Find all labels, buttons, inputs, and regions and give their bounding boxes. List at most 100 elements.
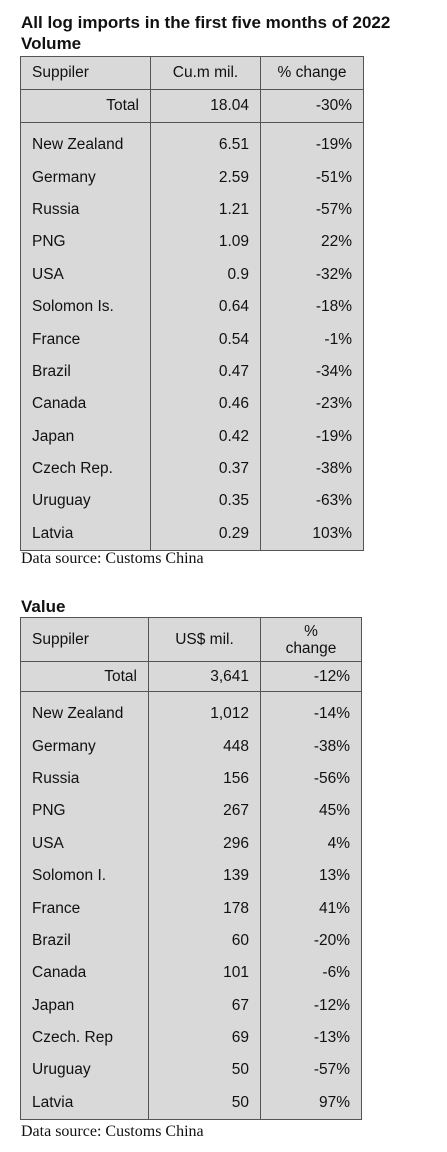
value-header-supplier: Suppiler — [20, 617, 149, 662]
volume-data-source: Data source: Customs China — [21, 550, 204, 567]
volume-supplier-cell: Solomon Is. — [20, 290, 151, 324]
value-amount-cell: 60 — [148, 924, 261, 958]
volume-amount-cell: 0.35 — [150, 485, 261, 518]
volume-amount-cell: 0.54 — [150, 323, 261, 356]
value-supplier-cell: Japan — [20, 989, 149, 1022]
value-table-row: Latvia 50 97% — [20, 1086, 362, 1121]
value-amount-cell: 1,012 — [148, 698, 261, 731]
value-data-source: Data source: Customs China — [21, 1123, 204, 1140]
volume-change-cell: -51% — [260, 161, 364, 194]
volume-table-row: Latvia 0.29 103% — [20, 517, 364, 552]
volume-amount-cell: 1.21 — [150, 193, 261, 227]
volume-supplier-cell: Latvia — [20, 517, 151, 552]
volume-header-change: % change — [260, 56, 364, 90]
value-section-title: Value — [21, 597, 66, 616]
value-table-row: Germany 448 -38% — [20, 730, 362, 763]
volume-change-cell: -63% — [260, 485, 364, 518]
value-amount-cell: 50 — [148, 1054, 261, 1087]
volume-table-row: Germany 2.59 -51% — [20, 161, 364, 194]
value-change-cell: -6% — [260, 957, 362, 990]
value-change-cell: -20% — [260, 924, 362, 958]
value-supplier-cell: Uruguay — [20, 1054, 149, 1087]
volume-total-change: -30% — [260, 89, 364, 123]
value-header-change: % change — [260, 617, 362, 662]
value-change-cell: -56% — [260, 762, 362, 796]
volume-amount-cell: 0.37 — [150, 452, 261, 486]
value-amount-cell: 139 — [148, 859, 261, 893]
value-header-row: Suppiler US$ mil. % change — [20, 617, 362, 662]
volume-table-row: France 0.54 -1% — [20, 323, 364, 356]
value-spacer — [20, 691, 362, 698]
volume-amount-cell: 0.47 — [150, 355, 261, 389]
volume-table-row: Japan 0.42 -19% — [20, 420, 364, 453]
value-amount-cell: 178 — [148, 892, 261, 925]
value-table: Suppiler US$ mil. % change Total 3,641 -… — [20, 617, 362, 1121]
volume-amount-cell: 2.59 — [150, 161, 261, 194]
value-amount-cell: 156 — [148, 762, 261, 796]
value-supplier-cell: France — [20, 892, 149, 925]
volume-header-amount: Cu.m mil. — [150, 56, 261, 90]
volume-supplier-cell: Canada — [20, 388, 151, 421]
volume-change-cell: -34% — [260, 355, 364, 389]
page-title: All log imports in the first five months… — [21, 13, 391, 32]
volume-supplier-cell: PNG — [20, 226, 151, 259]
value-table-row: France 178 41% — [20, 892, 362, 925]
volume-table-row: Brazil 0.47 -34% — [20, 355, 364, 389]
value-table-row: Japan 67 -12% — [20, 989, 362, 1022]
volume-supplier-cell: Uruguay — [20, 485, 151, 518]
volume-amount-cell: 0.46 — [150, 388, 261, 421]
value-amount-cell: 267 — [148, 795, 261, 828]
volume-change-cell: -57% — [260, 193, 364, 227]
value-table-row: PNG 267 45% — [20, 795, 362, 828]
value-supplier-cell: PNG — [20, 795, 149, 828]
value-table-row: Solomon I. 139 13% — [20, 859, 362, 893]
value-change-cell: 41% — [260, 892, 362, 925]
value-change-cell: -38% — [260, 730, 362, 763]
volume-header-row: Suppiler Cu.m mil. % change — [20, 56, 364, 90]
value-change-cell: -14% — [260, 698, 362, 731]
value-total-label: Total — [20, 661, 149, 692]
value-supplier-cell: Germany — [20, 730, 149, 763]
volume-table: Suppiler Cu.m mil. % change Total 18.04 … — [20, 56, 364, 552]
value-supplier-cell: Latvia — [20, 1086, 149, 1121]
value-change-cell: 45% — [260, 795, 362, 828]
volume-supplier-cell: Brazil — [20, 355, 151, 389]
value-total-row: Total 3,641 -12% — [20, 661, 362, 692]
value-change-cell: 13% — [260, 859, 362, 893]
value-change-cell: -13% — [260, 1021, 362, 1055]
volume-amount-cell: 0.9 — [150, 258, 261, 291]
volume-table-row: Uruguay 0.35 -63% — [20, 485, 364, 518]
value-header-change-line1: % — [304, 622, 318, 640]
volume-section-title: Volume — [21, 34, 82, 53]
volume-amount-cell: 1.09 — [150, 226, 261, 259]
volume-change-cell: -19% — [260, 129, 364, 162]
volume-table-row: PNG 1.09 22% — [20, 226, 364, 259]
value-change-cell: -12% — [260, 989, 362, 1022]
value-table-row: New Zealand 1,012 -14% — [20, 698, 362, 731]
value-amount-cell: 50 — [148, 1086, 261, 1121]
volume-change-cell: 22% — [260, 226, 364, 259]
value-table-row: Russia 156 -56% — [20, 762, 362, 796]
value-change-cell: 97% — [260, 1086, 362, 1121]
volume-total-row: Total 18.04 -30% — [20, 89, 364, 123]
volume-header-supplier: Suppiler — [20, 56, 151, 90]
value-table-row: Canada 101 -6% — [20, 957, 362, 990]
volume-supplier-cell: Russia — [20, 193, 151, 227]
value-amount-cell: 448 — [148, 730, 261, 763]
volume-table-row: USA 0.9 -32% — [20, 258, 364, 291]
volume-total-amount: 18.04 — [150, 89, 261, 123]
value-change-cell: -57% — [260, 1054, 362, 1087]
volume-table-row: New Zealand 6.51 -19% — [20, 129, 364, 162]
volume-change-cell: 103% — [260, 517, 364, 552]
volume-amount-cell: 0.64 — [150, 290, 261, 324]
value-amount-cell: 296 — [148, 827, 261, 860]
volume-supplier-cell: Germany — [20, 161, 151, 194]
value-supplier-cell: Russia — [20, 762, 149, 796]
volume-supplier-cell: USA — [20, 258, 151, 291]
value-supplier-cell: USA — [20, 827, 149, 860]
value-total-amount: 3,641 — [148, 661, 261, 692]
value-amount-cell: 101 — [148, 957, 261, 990]
volume-supplier-cell: New Zealand — [20, 129, 151, 162]
volume-change-cell: -23% — [260, 388, 364, 421]
value-table-row: Uruguay 50 -57% — [20, 1054, 362, 1087]
